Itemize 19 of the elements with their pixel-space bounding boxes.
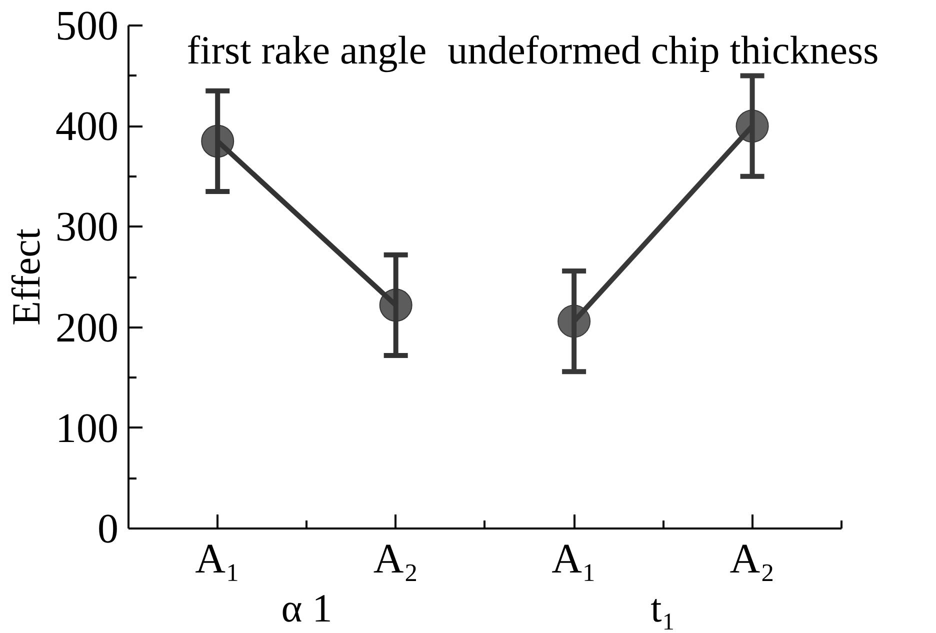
- point: [201, 124, 234, 158]
- series-label: first rake angle: [186, 28, 427, 72]
- x-tick-label: A₁: [552, 536, 597, 582]
- x-tick-label: A₂: [730, 536, 775, 582]
- point: [736, 110, 769, 143]
- y-tick-label: 0: [98, 506, 118, 552]
- text: α 1: [281, 586, 332, 630]
- y-tick-label: 200: [56, 305, 118, 352]
- y-axis-title: Effect: [4, 228, 48, 326]
- y-tick-label: 100: [56, 406, 118, 452]
- point: [379, 288, 412, 322]
- x-tick-label: A₁: [195, 536, 240, 582]
- text: t₁: [650, 586, 676, 630]
- point: [558, 304, 591, 338]
- text: undeformed chip thickness: [448, 28, 879, 72]
- y-tick-label: 500: [56, 4, 118, 50]
- y-tick-label: 400: [56, 104, 118, 150]
- x-tick-label: A₂: [373, 536, 418, 582]
- y-tick-label: 300: [56, 204, 118, 251]
